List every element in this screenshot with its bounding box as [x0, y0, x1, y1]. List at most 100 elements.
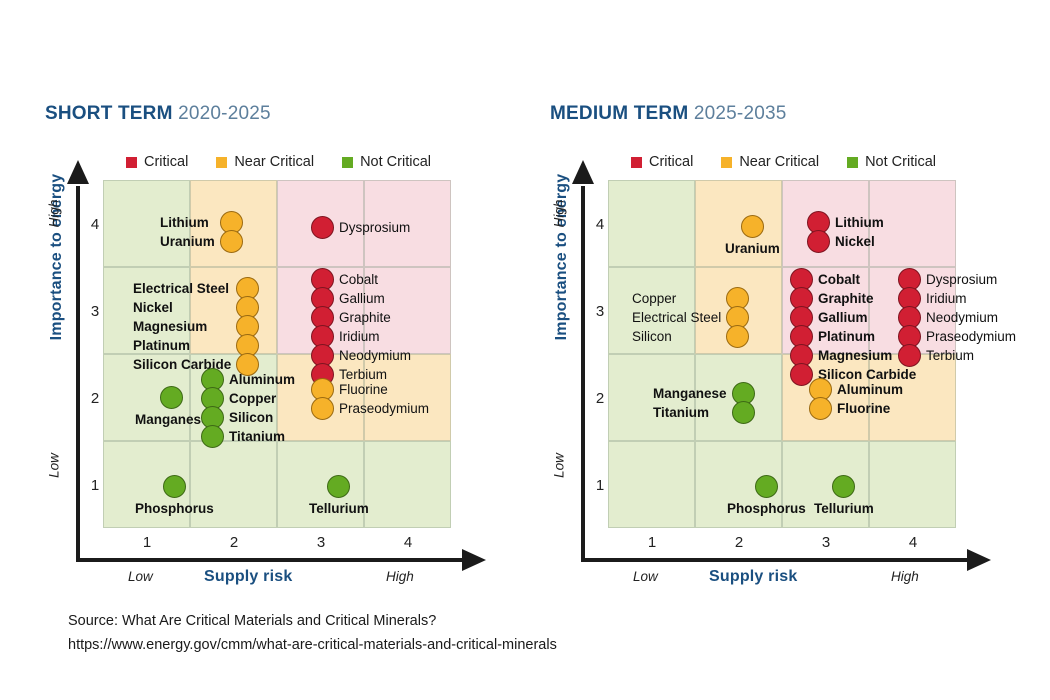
marker-group-uranium[interactable]: Uranium [725, 215, 780, 258]
square-swatch-icon [721, 156, 733, 168]
marker-dots [754, 475, 778, 498]
x-axis-low-label: Low [633, 569, 658, 584]
marker-group-lithium-nickel[interactable]: Lithium Nickel [807, 211, 884, 253]
marker-dots [311, 268, 334, 386]
x-tick-2: 2 [229, 534, 239, 551]
legend-label: Not Critical [865, 154, 936, 170]
marker-labels: Copper Electrical Steel Silicon [632, 289, 721, 346]
zone-cell [695, 180, 782, 267]
marker-labels: Dysprosium [339, 218, 410, 237]
marker-label: Titanium [229, 429, 286, 444]
marker-group-manganese-titanium[interactable]: Manganese Titanium [653, 382, 755, 424]
marker-group-lithium-uranium[interactable]: Lithium Uranium [160, 211, 243, 253]
marker-label: Platinum [133, 338, 191, 353]
zone-cell [608, 354, 695, 441]
marker-labels: Fluorine Praseodymium [339, 380, 429, 418]
marker-label: Silicon [632, 329, 672, 344]
marker-dots [731, 382, 755, 424]
legend-item-near-critical[interactable]: Near Critical [721, 154, 819, 170]
y-axis-low-label: Low [551, 453, 567, 478]
marker-dots [311, 216, 334, 239]
dot-critical [790, 363, 813, 386]
marker-label: Platinum [818, 329, 876, 344]
legend-label: Not Critical [360, 154, 431, 170]
source-line-2[interactable]: https://www.energy.gov/cmm/what-are-crit… [68, 637, 557, 653]
zone-cell [869, 180, 956, 267]
legend-item-critical[interactable]: Critical [631, 154, 693, 170]
marker-label: Fluorine [837, 401, 891, 416]
marker-labels: Manganese [135, 410, 209, 429]
marker-label: Manganese [135, 412, 209, 427]
dot-critical [807, 230, 830, 253]
y-axis-line [76, 186, 80, 561]
marker-label: Silicon [229, 410, 274, 425]
marker-labels: Aluminum Fluorine [837, 380, 903, 418]
marker-label: Nickel [835, 234, 875, 249]
marker-labels: Tellurium [309, 499, 369, 518]
legend-item-critical[interactable]: Critical [126, 154, 188, 170]
marker-group-col3-row2[interactable]: Aluminum Fluorine [809, 378, 903, 420]
marker-group-manganese[interactable]: Manganese [135, 386, 209, 429]
x-tick-1: 1 [142, 534, 152, 551]
marker-label: Nickel [133, 300, 173, 315]
marker-label: Electrical Steel [632, 310, 722, 325]
marker-group-col3-row3[interactable]: Cobalt Graphite Gallium Platinum Magnesi… [790, 268, 916, 386]
marker-label: Graphite [339, 310, 391, 325]
marker-dots [740, 215, 764, 238]
x-axis-title: Supply risk [709, 568, 798, 585]
y-axis-line [581, 186, 585, 561]
dot-not-critical [832, 475, 856, 498]
legend-item-not-critical[interactable]: Not Critical [342, 154, 431, 170]
marker-group-col3-row3[interactable]: Cobalt Gallium Graphite Iridium Neodymiu… [311, 268, 411, 386]
marker-label: Uranium [725, 241, 780, 256]
dot-not-critical [327, 475, 351, 498]
legend-item-near-critical[interactable]: Near Critical [216, 154, 314, 170]
marker-labels: Manganese Titanium [653, 384, 727, 422]
y-axis-title: Importance to energy [48, 173, 65, 341]
y-tick-3: 3 [595, 303, 605, 320]
dot-near-critical [236, 353, 260, 376]
marker-labels: Tellurium [814, 499, 874, 518]
x-tick-2: 2 [734, 534, 744, 551]
dot-near-critical [219, 230, 243, 253]
legend-label: Critical [649, 154, 694, 170]
marker-dots [311, 378, 334, 420]
marker-dots [898, 268, 921, 367]
y-axis-arrow-icon [67, 160, 89, 184]
source-citation: Source: What Are Critical Materials and … [68, 609, 557, 657]
x-axis-title: Supply risk [204, 568, 293, 585]
marker-group-col2-row3[interactable]: Electrical Steel Nickel Magnesium Platin… [133, 277, 260, 376]
marker-label: Dysprosium [926, 272, 998, 287]
marker-label: Electrical Steel [133, 281, 230, 296]
marker-group-col3-row2[interactable]: Fluorine Praseodymium [311, 378, 429, 420]
x-axis-high-label: High [891, 569, 919, 584]
marker-group-col2-row3[interactable]: Copper Electrical Steel Silicon [632, 287, 750, 348]
x-tick-3: 3 [821, 534, 831, 551]
marker-group-dysprosium[interactable]: Dysprosium [311, 216, 410, 239]
x-tick-3: 3 [316, 534, 326, 551]
marker-group-col2-row2[interactable]: Aluminum Copper Silicon Titanium [201, 368, 295, 448]
marker-label: Copper [632, 291, 677, 306]
marker-label: Fluorine [339, 382, 388, 397]
square-swatch-icon [126, 156, 137, 168]
chart-title-medium-term: MEDIUM TERM 2025-2035 [550, 103, 787, 125]
marker-label: Iridium [926, 291, 967, 306]
marker-label: Magnesium [818, 348, 893, 363]
dot-critical [898, 344, 921, 367]
legend-item-not-critical[interactable]: Not Critical [847, 154, 936, 170]
zone-cell [364, 354, 451, 441]
marker-group-tellurium[interactable]: Tellurium [814, 475, 874, 518]
marker-group-tellurium[interactable]: Tellurium [309, 475, 369, 518]
marker-label: Tellurium [814, 501, 874, 516]
dot-not-critical [731, 401, 755, 424]
marker-label: Cobalt [818, 272, 860, 287]
marker-dots [236, 277, 260, 376]
marker-group-phosphorus[interactable]: Phosphorus [135, 475, 214, 518]
marker-group-phosphorus[interactable]: Phosphorus [727, 475, 806, 518]
zone-cell [364, 267, 451, 354]
chart-title-main: SHORT TERM [45, 103, 173, 124]
zone-cell [608, 441, 695, 528]
y-tick-2: 2 [595, 390, 605, 407]
marker-label: Dysprosium [339, 220, 411, 235]
marker-group-col4-row3[interactable]: Dysprosium Iridium Neodymium Praseodymiu… [898, 268, 1016, 367]
